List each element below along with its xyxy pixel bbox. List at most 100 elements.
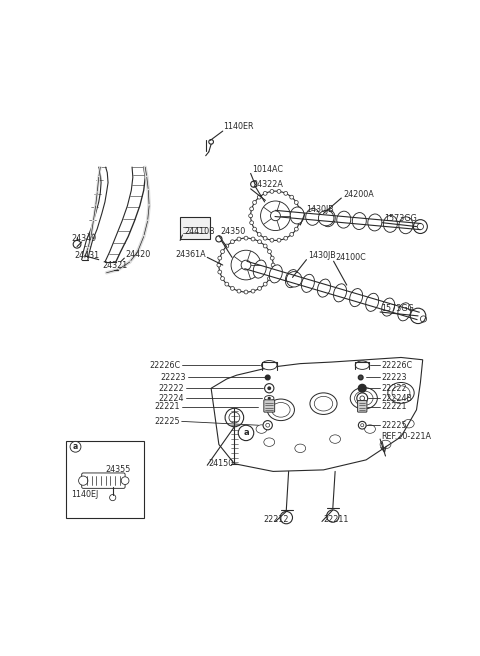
Text: 24150: 24150 — [209, 459, 234, 468]
Circle shape — [297, 207, 301, 211]
Circle shape — [271, 263, 275, 267]
Text: 24321: 24321 — [103, 261, 128, 270]
Circle shape — [297, 221, 301, 224]
Circle shape — [263, 244, 267, 248]
Ellipse shape — [355, 361, 369, 369]
Circle shape — [230, 240, 234, 243]
Ellipse shape — [366, 293, 379, 312]
FancyBboxPatch shape — [264, 400, 275, 412]
Circle shape — [250, 207, 253, 211]
Ellipse shape — [352, 213, 366, 230]
Text: 22223: 22223 — [382, 373, 407, 382]
Text: 22225: 22225 — [382, 420, 407, 430]
Ellipse shape — [301, 274, 314, 293]
Circle shape — [290, 195, 294, 199]
Circle shape — [244, 236, 248, 240]
Polygon shape — [211, 358, 423, 472]
Circle shape — [413, 220, 427, 234]
Circle shape — [263, 282, 267, 286]
FancyBboxPatch shape — [82, 473, 125, 488]
Circle shape — [251, 289, 255, 293]
Text: 1430JB: 1430JB — [308, 251, 336, 260]
Circle shape — [225, 282, 229, 286]
Text: 22224: 22224 — [158, 394, 184, 403]
Circle shape — [267, 386, 271, 390]
Circle shape — [270, 190, 274, 194]
Circle shape — [250, 221, 253, 224]
Text: 1014AC: 1014AC — [252, 165, 283, 174]
Circle shape — [359, 375, 363, 380]
Circle shape — [263, 236, 267, 240]
Text: 24349: 24349 — [72, 234, 97, 243]
Circle shape — [267, 250, 271, 253]
Text: 22226C: 22226C — [382, 361, 413, 370]
Circle shape — [277, 190, 281, 194]
Circle shape — [219, 238, 273, 292]
Text: 22221: 22221 — [382, 402, 407, 411]
Circle shape — [238, 425, 254, 441]
Text: REF.20-221A: REF.20-221A — [382, 432, 432, 441]
Circle shape — [267, 277, 271, 281]
Circle shape — [221, 250, 225, 253]
Circle shape — [294, 201, 298, 205]
Text: a: a — [73, 442, 78, 451]
Ellipse shape — [384, 215, 397, 232]
Text: 1140EJ: 1140EJ — [72, 490, 99, 499]
Circle shape — [263, 192, 267, 195]
Ellipse shape — [286, 270, 299, 287]
Ellipse shape — [269, 265, 282, 283]
Ellipse shape — [337, 211, 351, 228]
Text: 24355: 24355 — [105, 465, 131, 474]
Circle shape — [121, 477, 129, 485]
Circle shape — [217, 263, 221, 267]
Text: 1140ER: 1140ER — [223, 122, 253, 131]
Circle shape — [294, 227, 298, 231]
Ellipse shape — [368, 214, 382, 231]
Circle shape — [280, 512, 292, 523]
Circle shape — [357, 393, 368, 403]
Text: a: a — [243, 428, 249, 438]
Circle shape — [264, 384, 274, 393]
Circle shape — [270, 256, 274, 260]
Text: 24410B: 24410B — [184, 227, 215, 236]
Circle shape — [359, 421, 366, 429]
Text: 24361A: 24361A — [175, 250, 206, 258]
Text: 24322A: 24322A — [252, 180, 283, 190]
Text: 24420: 24420 — [126, 250, 151, 258]
Text: 24350: 24350 — [220, 227, 246, 236]
Circle shape — [284, 192, 288, 195]
Circle shape — [268, 397, 271, 400]
Text: 22224B: 22224B — [382, 394, 413, 403]
Circle shape — [225, 244, 229, 248]
Circle shape — [237, 289, 241, 293]
Bar — [66, 441, 144, 518]
Circle shape — [270, 238, 274, 242]
Ellipse shape — [262, 361, 277, 370]
Circle shape — [244, 290, 248, 294]
Ellipse shape — [398, 303, 411, 321]
Circle shape — [218, 270, 222, 274]
Circle shape — [252, 227, 256, 231]
Ellipse shape — [349, 289, 362, 306]
Text: 22223: 22223 — [161, 373, 186, 382]
Circle shape — [265, 375, 270, 380]
Circle shape — [225, 408, 244, 427]
FancyBboxPatch shape — [358, 401, 367, 412]
Text: 24200A: 24200A — [343, 190, 373, 199]
Circle shape — [230, 287, 234, 291]
Text: 22226C: 22226C — [149, 361, 180, 370]
Text: 22212: 22212 — [263, 515, 288, 523]
Circle shape — [252, 201, 256, 205]
Text: 22222: 22222 — [382, 384, 407, 393]
Circle shape — [287, 272, 302, 287]
Circle shape — [284, 236, 288, 240]
Circle shape — [359, 384, 366, 392]
Circle shape — [237, 237, 241, 241]
Circle shape — [270, 270, 274, 274]
Circle shape — [251, 237, 255, 241]
Circle shape — [263, 420, 272, 430]
Circle shape — [298, 214, 302, 218]
Text: 24100C: 24100C — [335, 253, 366, 262]
Circle shape — [277, 238, 281, 242]
Bar — [180, 217, 210, 239]
